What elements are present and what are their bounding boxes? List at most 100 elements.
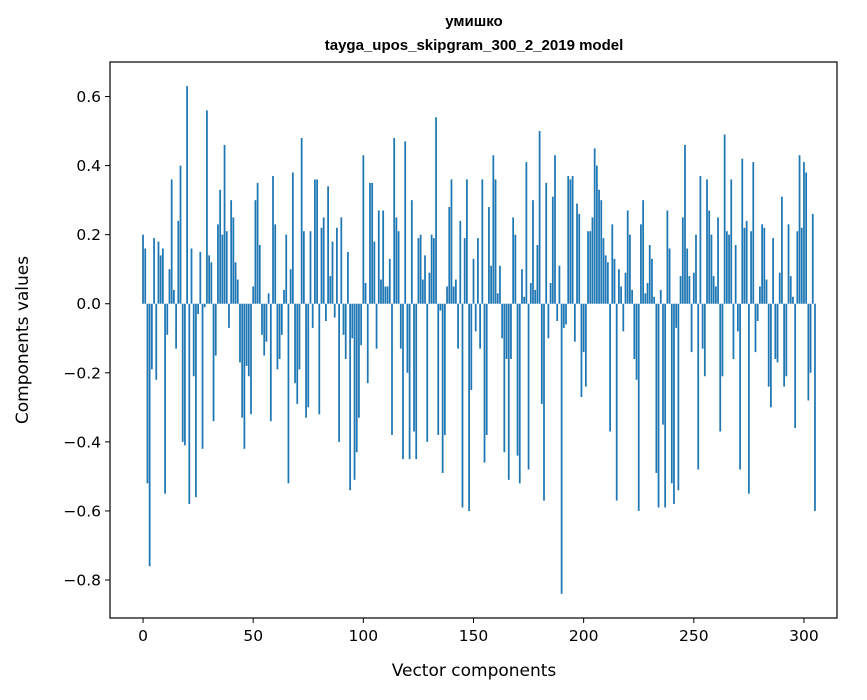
bar-137 bbox=[443, 303, 446, 435]
bar-257 bbox=[708, 210, 711, 304]
bar-135 bbox=[439, 303, 442, 311]
bar-81 bbox=[320, 227, 323, 304]
bar-112 bbox=[388, 258, 391, 304]
bar-126 bbox=[419, 234, 422, 304]
bar-140 bbox=[450, 179, 453, 304]
bar-258 bbox=[710, 234, 713, 304]
bar-228 bbox=[644, 293, 647, 304]
bar-210 bbox=[604, 255, 607, 304]
bar-145 bbox=[461, 303, 464, 508]
x-tick-label: 150 bbox=[459, 627, 489, 645]
y-tick-label: −0.8 bbox=[63, 572, 101, 590]
bar-39 bbox=[228, 303, 230, 328]
bar-236 bbox=[662, 303, 664, 425]
bar-142 bbox=[454, 279, 457, 304]
bar-133 bbox=[435, 117, 437, 304]
bar-67 bbox=[289, 269, 292, 304]
bar-37 bbox=[223, 144, 226, 304]
bar-181 bbox=[540, 303, 543, 404]
bar-240 bbox=[670, 303, 673, 484]
bar-114 bbox=[393, 137, 396, 304]
bar-158 bbox=[490, 265, 492, 304]
bar-141 bbox=[452, 286, 455, 304]
bar-107 bbox=[377, 210, 380, 304]
bar-149 bbox=[470, 303, 473, 391]
bar-38 bbox=[225, 231, 228, 304]
bar-94 bbox=[349, 303, 352, 491]
bar-254 bbox=[701, 303, 704, 349]
bar-105 bbox=[373, 241, 376, 304]
bar-115 bbox=[395, 217, 398, 304]
bar-269 bbox=[734, 245, 737, 304]
bar-281 bbox=[761, 224, 763, 304]
bar-138 bbox=[446, 286, 448, 304]
bar-286 bbox=[772, 238, 774, 304]
bar-300 bbox=[803, 162, 805, 304]
bar-28 bbox=[203, 303, 206, 308]
bar-303 bbox=[809, 303, 812, 373]
bar-211 bbox=[607, 262, 609, 304]
y-tick-label: 0.6 bbox=[76, 88, 101, 106]
bar-162 bbox=[499, 265, 501, 304]
bar-296 bbox=[794, 303, 797, 429]
bar-119 bbox=[404, 141, 407, 304]
bar-186 bbox=[551, 196, 554, 304]
bar-98 bbox=[358, 303, 360, 418]
bar-88 bbox=[336, 227, 338, 304]
bar-123 bbox=[413, 303, 415, 432]
bar-54 bbox=[261, 303, 263, 335]
bar-190 bbox=[560, 303, 563, 594]
bar-248 bbox=[688, 276, 691, 304]
bar-144 bbox=[459, 220, 462, 304]
bar-32 bbox=[212, 303, 215, 422]
bar-16 bbox=[177, 220, 180, 304]
bar-275 bbox=[748, 303, 750, 494]
y-tick-label: 0.0 bbox=[76, 295, 101, 313]
bar-25 bbox=[197, 303, 199, 315]
bar-60 bbox=[274, 224, 277, 304]
bar-103 bbox=[369, 182, 371, 304]
bar-255 bbox=[703, 303, 706, 377]
bar-7 bbox=[157, 241, 160, 304]
bar-102 bbox=[366, 303, 369, 384]
bar-268 bbox=[732, 303, 735, 359]
bar-101 bbox=[364, 283, 367, 304]
bar-8 bbox=[159, 255, 162, 304]
bar-233 bbox=[655, 303, 658, 473]
bar-80 bbox=[318, 303, 321, 415]
bar-297 bbox=[796, 231, 799, 304]
bar-155 bbox=[483, 303, 486, 463]
bar-261 bbox=[717, 217, 719, 304]
bar-36 bbox=[221, 234, 224, 304]
y-axis-label: Components values bbox=[13, 256, 33, 424]
bar-191 bbox=[562, 303, 565, 328]
bar-120 bbox=[406, 303, 409, 373]
bar-41 bbox=[232, 217, 235, 304]
bar-89 bbox=[338, 303, 340, 442]
y-tick-label: −0.2 bbox=[63, 364, 101, 382]
bar-172 bbox=[521, 269, 523, 304]
bar-125 bbox=[417, 238, 420, 304]
bar-243 bbox=[677, 303, 680, 491]
y-tick-label: −0.6 bbox=[63, 502, 101, 520]
bar-47 bbox=[245, 303, 248, 366]
bar-224 bbox=[635, 303, 638, 380]
bar-253 bbox=[699, 175, 702, 304]
bar-245 bbox=[681, 217, 684, 304]
bar-59 bbox=[272, 175, 274, 304]
bar-260 bbox=[714, 286, 717, 304]
bar-189 bbox=[558, 265, 561, 304]
bar-117 bbox=[399, 303, 402, 349]
bar-227 bbox=[642, 200, 645, 304]
bar-194 bbox=[569, 179, 572, 304]
bar-299 bbox=[800, 227, 803, 304]
bar-167 bbox=[510, 303, 512, 359]
x-tick-label: 250 bbox=[679, 627, 709, 645]
bar-218 bbox=[622, 303, 625, 332]
bar-100 bbox=[362, 155, 365, 304]
bar-22 bbox=[190, 248, 193, 304]
x-tick-label: 300 bbox=[789, 627, 819, 645]
bar-31 bbox=[210, 262, 213, 304]
bar-166 bbox=[507, 303, 510, 480]
bar-291 bbox=[783, 303, 786, 387]
